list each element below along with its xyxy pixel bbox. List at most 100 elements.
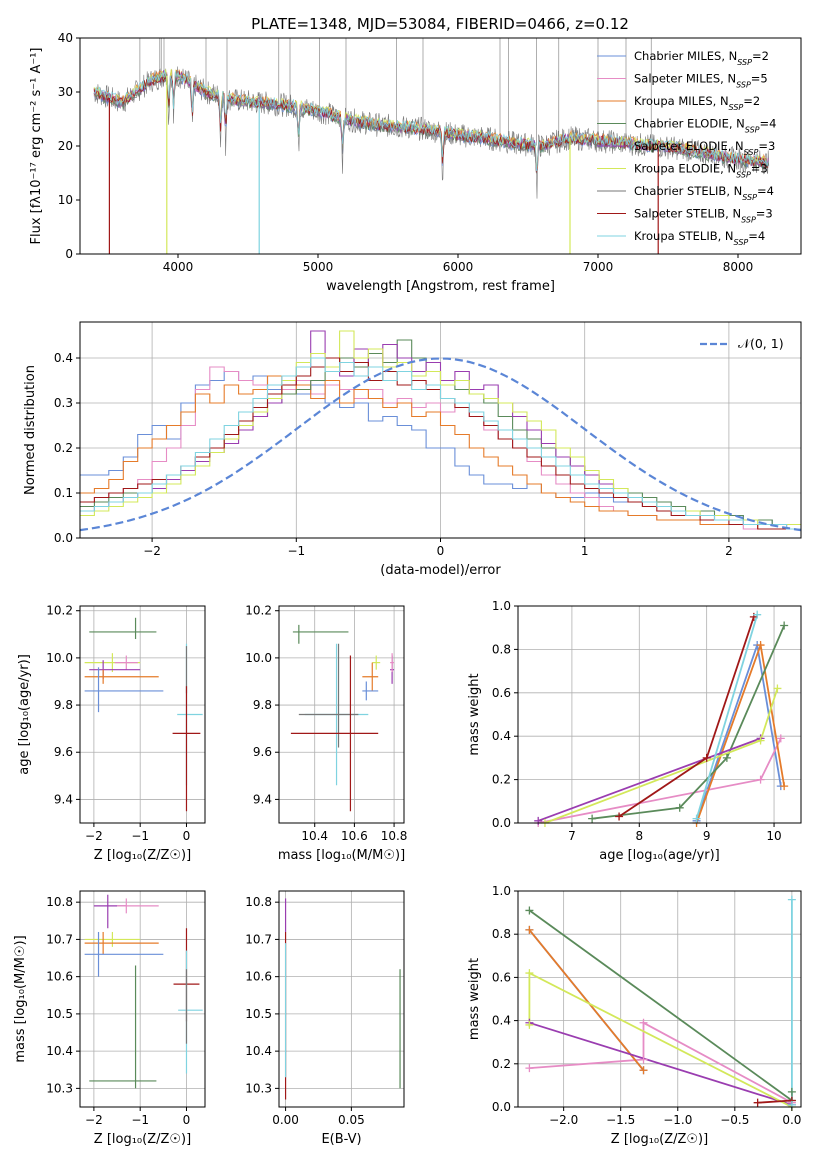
legend-label: Salpeter STELIB, NSSP=3 bbox=[634, 207, 773, 225]
x-tick-label: −2 bbox=[85, 1113, 103, 1127]
y-axis-label: Flux [fλ10⁻¹⁷ erg cm⁻² s⁻¹ A⁻¹] bbox=[29, 48, 44, 245]
axes-frame bbox=[79, 890, 206, 1108]
weight-vs-age-panel: 7 8 9 10 0.0 0.2 0.4 0.6 0.8 1.0 age [log₁₀(age/yr… bbox=[467, 599, 802, 863]
y-tick-label: 10.3 bbox=[46, 1081, 73, 1095]
y-tick-label: 9.8 bbox=[54, 698, 73, 712]
x-tick-label: 0.0 bbox=[782, 1113, 801, 1127]
legend-label: Kroupa STELIB, NSSP=4 bbox=[634, 229, 765, 247]
legend-value: =4 bbox=[760, 117, 777, 131]
weight-line bbox=[529, 1021, 793, 1106]
x-tick-label: −1 bbox=[131, 829, 149, 843]
legend-value: =3 bbox=[751, 162, 768, 176]
weight-line bbox=[529, 1021, 793, 1104]
histogram-step bbox=[80, 375, 801, 530]
weight-marker bbox=[615, 812, 624, 821]
legend-label: Salpeter MILES, NSSP=5 bbox=[634, 72, 768, 90]
x-tick-label: −1 bbox=[287, 544, 305, 558]
x-tick-label: 5000 bbox=[303, 260, 334, 274]
y-tick-label: 10.6 bbox=[245, 970, 272, 984]
y-tick-label: 10.2 bbox=[46, 604, 73, 618]
weight-marker bbox=[780, 621, 789, 630]
x-tick-label: 10.6 bbox=[341, 829, 368, 843]
plot-area bbox=[93, 38, 770, 254]
y-tick-label: 10.5 bbox=[245, 1007, 272, 1021]
x-tick-label: −0.5 bbox=[720, 1113, 749, 1127]
weight-line bbox=[591, 625, 786, 820]
x-tick-label: 0 bbox=[437, 544, 445, 558]
x-tick-label: 7 bbox=[568, 829, 576, 843]
x-axis-label: (data-model)/error bbox=[380, 563, 501, 578]
weight-line bbox=[757, 1099, 792, 1104]
y-tick-label: 10.2 bbox=[245, 604, 272, 618]
y-tick-label: 10.7 bbox=[46, 932, 73, 946]
x-tick-label: 8 bbox=[635, 829, 643, 843]
x-tick-label: 10 bbox=[766, 829, 781, 843]
y-tick-label: 0.2 bbox=[54, 441, 73, 455]
legend-label: Salpeter ELODIE, NSSP=3 bbox=[634, 139, 775, 157]
y-tick-label: 10.0 bbox=[245, 651, 272, 665]
y-tick-label: 0.6 bbox=[492, 686, 511, 700]
weight-marker bbox=[525, 906, 534, 915]
y-tick-label: 20 bbox=[58, 139, 73, 153]
mass-vs-metallicity-panel: −2 −1 0 10.3 10.4 10.5 10.6 10.7 10.8 Z [log₁₀(Z/… bbox=[13, 890, 206, 1147]
y-axis-label: mass weight bbox=[467, 673, 482, 755]
legend-label: Chabrier MILES, NSSP=2 bbox=[634, 49, 769, 67]
y-tick-label: 0 bbox=[65, 247, 73, 261]
weight-marker bbox=[722, 753, 731, 762]
weight-marker bbox=[588, 814, 597, 823]
legend-label: Chabrier ELODIE, NSSP=4 bbox=[634, 117, 776, 135]
weight-marker bbox=[756, 736, 765, 745]
y-tick-label: 0.0 bbox=[492, 816, 511, 830]
legend-value: =4 bbox=[757, 184, 774, 198]
y-tick-label: 0.4 bbox=[54, 351, 73, 365]
legend-subscript: SSP bbox=[742, 193, 757, 202]
x-tick-label: −2.0 bbox=[549, 1113, 578, 1127]
weight-marker bbox=[525, 1064, 534, 1073]
y-tick-label: 10.8 bbox=[46, 895, 73, 909]
x-axis-label: Z [log₁₀(Z/Z☉)] bbox=[94, 848, 191, 863]
x-tick-label: 0 bbox=[183, 829, 191, 843]
x-tick-label: 7000 bbox=[583, 260, 614, 274]
weight-marker bbox=[639, 1066, 648, 1075]
y-tick-label: 10 bbox=[58, 193, 73, 207]
weight-marker bbox=[780, 782, 789, 791]
axes-frame bbox=[278, 605, 405, 824]
y-tick-label: 40 bbox=[58, 31, 73, 45]
x-tick-label: 10.8 bbox=[381, 829, 408, 843]
y-tick-label: 0.4 bbox=[492, 729, 511, 743]
y-tick-label: 0.8 bbox=[492, 642, 511, 656]
x-tick-label: 6000 bbox=[443, 260, 474, 274]
x-tick-label: 8000 bbox=[723, 260, 754, 274]
x-tick-label: −1.5 bbox=[606, 1113, 635, 1127]
y-tick-label: 0.0 bbox=[492, 1100, 511, 1114]
legend-value: =5 bbox=[751, 72, 768, 86]
figure-title: PLATE=1348, MJD=53084, FIBERID=0466, z=0… bbox=[251, 15, 629, 33]
weight-marker bbox=[692, 814, 701, 823]
y-tick-label: 10.8 bbox=[245, 895, 272, 909]
legend-subscript: SSP bbox=[736, 170, 751, 179]
y-tick-label: 10.4 bbox=[245, 1044, 272, 1058]
plot-area bbox=[84, 894, 203, 1089]
x-tick-label: 4000 bbox=[163, 260, 194, 274]
legend-subscript: SSP bbox=[734, 238, 749, 247]
legend-value: =3 bbox=[756, 207, 773, 221]
age-vs-mass-panel: 10.4 10.6 10.8 9.4 9.6 9.8 10.0 10.2 mass [log₁₀… bbox=[245, 604, 407, 863]
legend-value: =3 bbox=[758, 139, 775, 153]
x-tick-label: 0.05 bbox=[338, 1113, 365, 1127]
legend-subscript: SSP bbox=[736, 80, 751, 89]
y-tick-label: 10.5 bbox=[46, 1007, 73, 1021]
legend-label: Kroupa ELODIE, NSSP=3 bbox=[634, 162, 768, 180]
x-tick-label: 0.00 bbox=[272, 1113, 299, 1127]
histogram-step bbox=[80, 357, 801, 530]
x-tick-label: 2 bbox=[725, 544, 733, 558]
x-axis-label: wavelength [Angstrom, rest frame] bbox=[326, 279, 555, 294]
weight-vs-metallicity-panel: −2.0 −1.5 −1.0 −0.5 0.0 0.0 0.2 0.4 0.6 0.8 1.0 Z [… bbox=[467, 884, 802, 1147]
weight-marker bbox=[753, 1098, 762, 1107]
y-tick-label: 30 bbox=[58, 85, 73, 99]
weight-marker bbox=[773, 684, 782, 693]
y-axis-label: age [log₁₀(age/yr)] bbox=[17, 654, 32, 775]
y-tick-label: 10.0 bbox=[46, 651, 73, 665]
plot-area bbox=[290, 624, 395, 812]
